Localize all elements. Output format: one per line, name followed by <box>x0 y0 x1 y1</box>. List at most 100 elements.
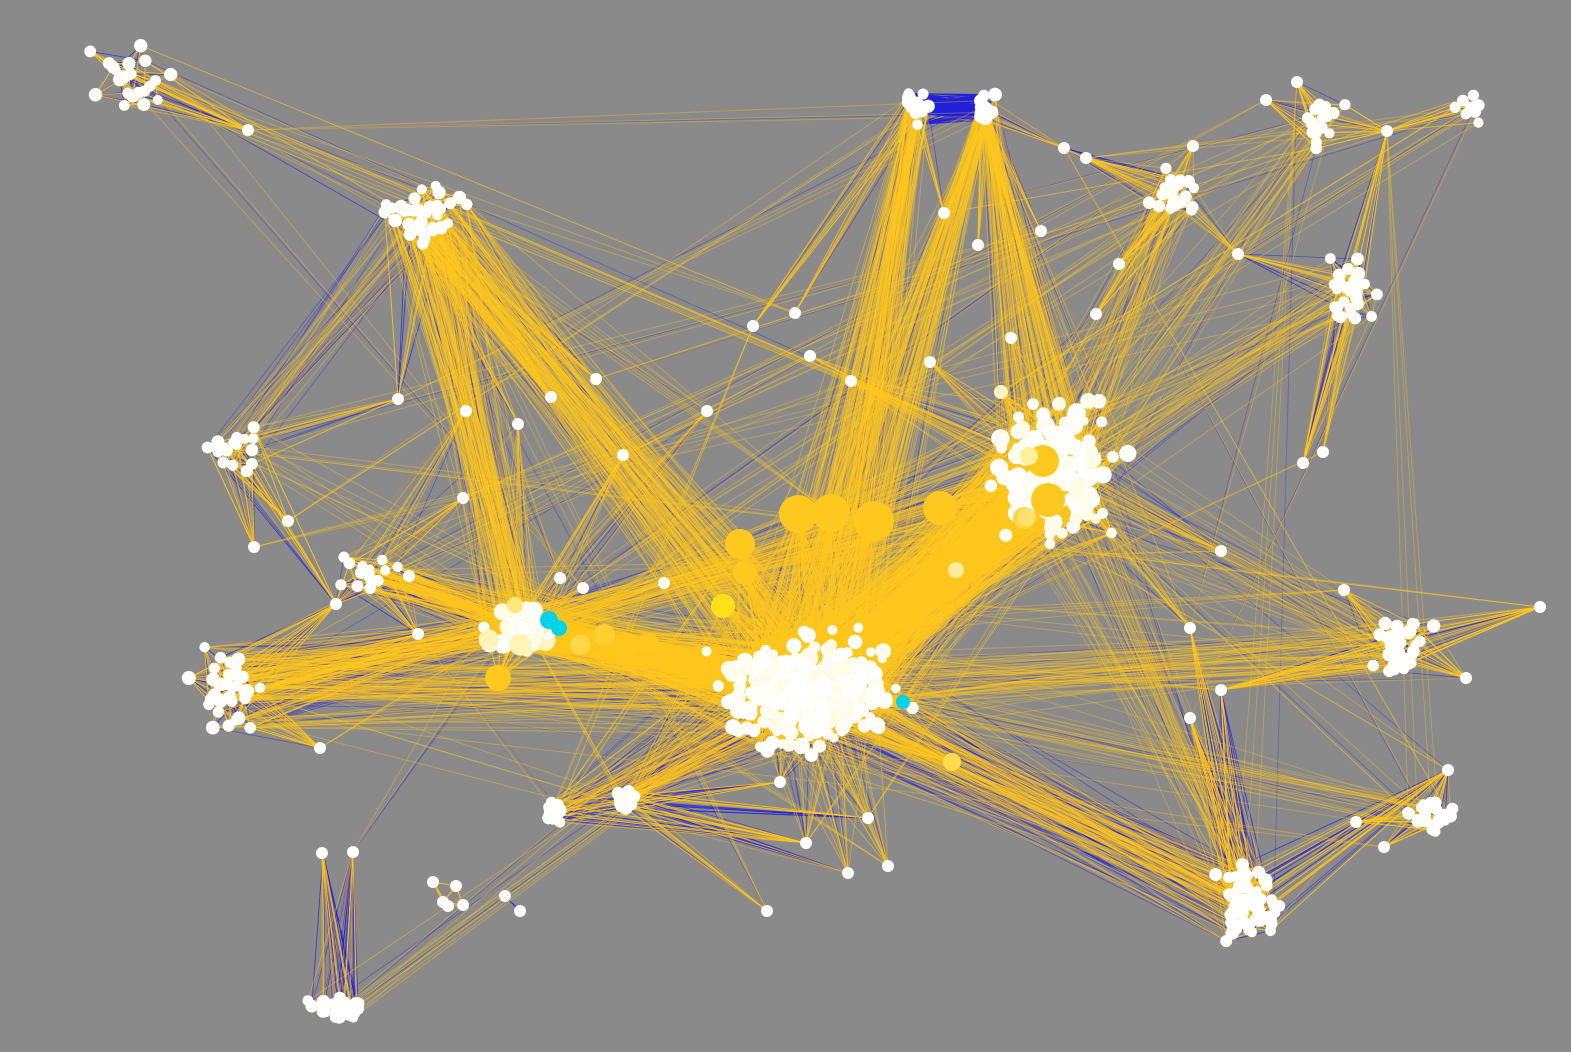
cluster-node-main-core[interactable] <box>841 647 853 659</box>
cluster-node-main-core[interactable] <box>793 737 810 755</box>
cluster-node-bottom-right-clique[interactable] <box>1232 881 1245 893</box>
cluster-node-upper-left-mid-clique[interactable] <box>407 205 419 217</box>
bridge-node[interactable] <box>1080 152 1092 164</box>
cluster-node-main-core[interactable] <box>831 684 844 696</box>
cluster-node-bottom-right-clique[interactable] <box>1240 896 1254 910</box>
cluster-node-left-arm-upper[interactable] <box>227 459 239 471</box>
bridge-node[interactable] <box>1381 125 1393 137</box>
cluster-node-bottom-right-clique[interactable] <box>1268 898 1280 911</box>
cluster-node-upper-left-mid-clique[interactable] <box>388 213 403 228</box>
cluster-node-main-core[interactable] <box>712 680 724 692</box>
cluster-node-main-core[interactable] <box>891 683 901 694</box>
bridge-node[interactable] <box>1215 545 1227 557</box>
cluster-node-main-core[interactable] <box>759 669 773 683</box>
cluster-node-upper-right-core[interactable] <box>1026 429 1043 447</box>
cluster-node-bottom-right-clique[interactable] <box>1265 925 1276 937</box>
cluster-node-main-core[interactable] <box>853 622 864 633</box>
cluster-node-bottom-right-clique[interactable] <box>1225 926 1239 940</box>
isolated-node[interactable] <box>427 876 439 888</box>
isolated-node[interactable] <box>442 900 454 912</box>
cluster-node-main-core[interactable] <box>786 726 799 739</box>
cluster-node-upper-right-clique-top[interactable] <box>1310 127 1322 139</box>
cluster-node-upper-right-clique-bottom[interactable] <box>1328 279 1340 290</box>
cluster-node-bottom-right-clique[interactable] <box>1228 901 1242 915</box>
cluster-node-top-left-clique[interactable] <box>134 39 148 53</box>
cluster-node-upper-right-clique-top[interactable] <box>1313 98 1326 111</box>
cluster-node-top-left-clique[interactable] <box>106 60 118 72</box>
cluster-node-left-block-clique[interactable] <box>244 722 256 734</box>
cluster-node-main-core[interactable] <box>762 697 774 709</box>
cluster-node-main-core[interactable] <box>837 658 852 673</box>
hub-node[interactable] <box>1031 483 1065 517</box>
cluster-node-top-left-clique[interactable] <box>122 57 136 71</box>
node-layer[interactable] <box>84 39 1546 1024</box>
cluster-node-upper-left-mid-clique[interactable] <box>432 185 446 199</box>
hub-node[interactable] <box>779 495 817 533</box>
bridge-node[interactable] <box>789 307 801 319</box>
cluster-node-left-block-clique[interactable] <box>205 720 220 735</box>
hub-node[interactable] <box>948 562 964 578</box>
cluster-node-left-arm-upper[interactable] <box>246 458 258 470</box>
cluster-node-left-arm-lower[interactable] <box>392 561 403 573</box>
cluster-node-upper-right-core[interactable] <box>1084 446 1098 460</box>
cluster-node-top-mid-small-clique[interactable] <box>1160 162 1172 174</box>
bridge-node[interactable] <box>347 846 359 858</box>
cluster-node-top-bipartite-right[interactable] <box>975 99 990 113</box>
cluster-node-upper-right-clique-top[interactable] <box>1316 112 1328 123</box>
cluster-node-main-core[interactable] <box>865 712 876 723</box>
hub-node[interactable] <box>1020 447 1038 465</box>
cluster-node-top-mid-small-clique[interactable] <box>1168 179 1181 192</box>
cluster-node-main-core[interactable] <box>772 726 782 737</box>
cluster-node-right-low-clique[interactable] <box>1418 799 1429 810</box>
cluster-node-right-mid-clique[interactable] <box>1388 663 1401 676</box>
cluster-node-upper-right-clique-top[interactable] <box>1305 116 1319 130</box>
bridge-node[interactable] <box>1378 841 1390 853</box>
bridge-node[interactable] <box>1442 764 1454 776</box>
hub-node[interactable] <box>507 597 523 613</box>
cluster-node-bottom-mid-fan-right[interactable] <box>624 797 638 811</box>
cluster-node-upper-right-core[interactable] <box>1044 519 1061 536</box>
cluster-node-top-bipartite-right[interactable] <box>980 115 991 126</box>
cluster-node-left-core-bridge[interactable] <box>533 624 544 635</box>
cluster-node-bottom-right-clique[interactable] <box>1246 926 1258 938</box>
cluster-node-main-core[interactable] <box>804 748 819 762</box>
cluster-node-main-core[interactable] <box>848 681 863 697</box>
cluster-node-upper-right-core[interactable] <box>1048 425 1065 443</box>
cluster-node-right-mid-clique[interactable] <box>1414 635 1426 647</box>
bridge-node[interactable] <box>242 124 254 136</box>
cluster-node-bottom-right-clique[interactable] <box>1258 873 1273 888</box>
cluster-node-upper-left-mid-clique[interactable] <box>432 199 443 211</box>
cluster-node-left-arm-upper[interactable] <box>217 456 230 469</box>
cluster-node-top-left-clique[interactable] <box>164 67 178 82</box>
cluster-node-upper-left-mid-clique[interactable] <box>416 226 428 238</box>
cluster-node-upper-right-clique-bottom[interactable] <box>1334 310 1347 324</box>
cluster-node-upper-right-core[interactable] <box>1067 403 1086 422</box>
cluster-node-top-mid-small-clique[interactable] <box>1186 204 1197 216</box>
bridge-node[interactable] <box>545 391 557 403</box>
cluster-node-main-core[interactable] <box>798 718 815 735</box>
cluster-node-left-block-clique[interactable] <box>226 695 238 707</box>
hub-node[interactable] <box>994 385 1008 399</box>
bridge-node[interactable] <box>392 393 404 405</box>
cluster-node-left-arm-upper[interactable] <box>248 433 259 444</box>
bridge-node[interactable] <box>1291 76 1303 88</box>
cluster-node-left-block-clique[interactable] <box>213 694 228 708</box>
cluster-node-right-mid-clique[interactable] <box>1367 659 1379 672</box>
bridge-node[interactable] <box>248 541 260 553</box>
cluster-node-main-core[interactable] <box>720 660 737 677</box>
hub-node[interactable] <box>812 494 850 532</box>
cluster-node-main-core[interactable] <box>784 682 800 699</box>
cluster-node-left-core-bridge[interactable] <box>522 622 534 633</box>
bridge-node[interactable] <box>701 405 713 417</box>
cluster-node-upper-left-mid-clique[interactable] <box>444 197 456 210</box>
cluster-node-upper-right-clique-bottom[interactable] <box>1330 302 1342 314</box>
cluster-node-upper-right-clique-bottom[interactable] <box>1345 308 1356 320</box>
cluster-node-bottom-right-clique[interactable] <box>1254 893 1265 904</box>
hub-node[interactable] <box>614 634 638 658</box>
bridge-node[interactable] <box>1260 94 1272 106</box>
bridge-node[interactable] <box>617 449 629 461</box>
cluster-node-right-mid-clique[interactable] <box>1407 645 1420 658</box>
isolated-node[interactable] <box>457 899 469 911</box>
cluster-node-top-left-clique[interactable] <box>139 54 152 67</box>
cluster-node-main-core[interactable] <box>760 644 771 656</box>
